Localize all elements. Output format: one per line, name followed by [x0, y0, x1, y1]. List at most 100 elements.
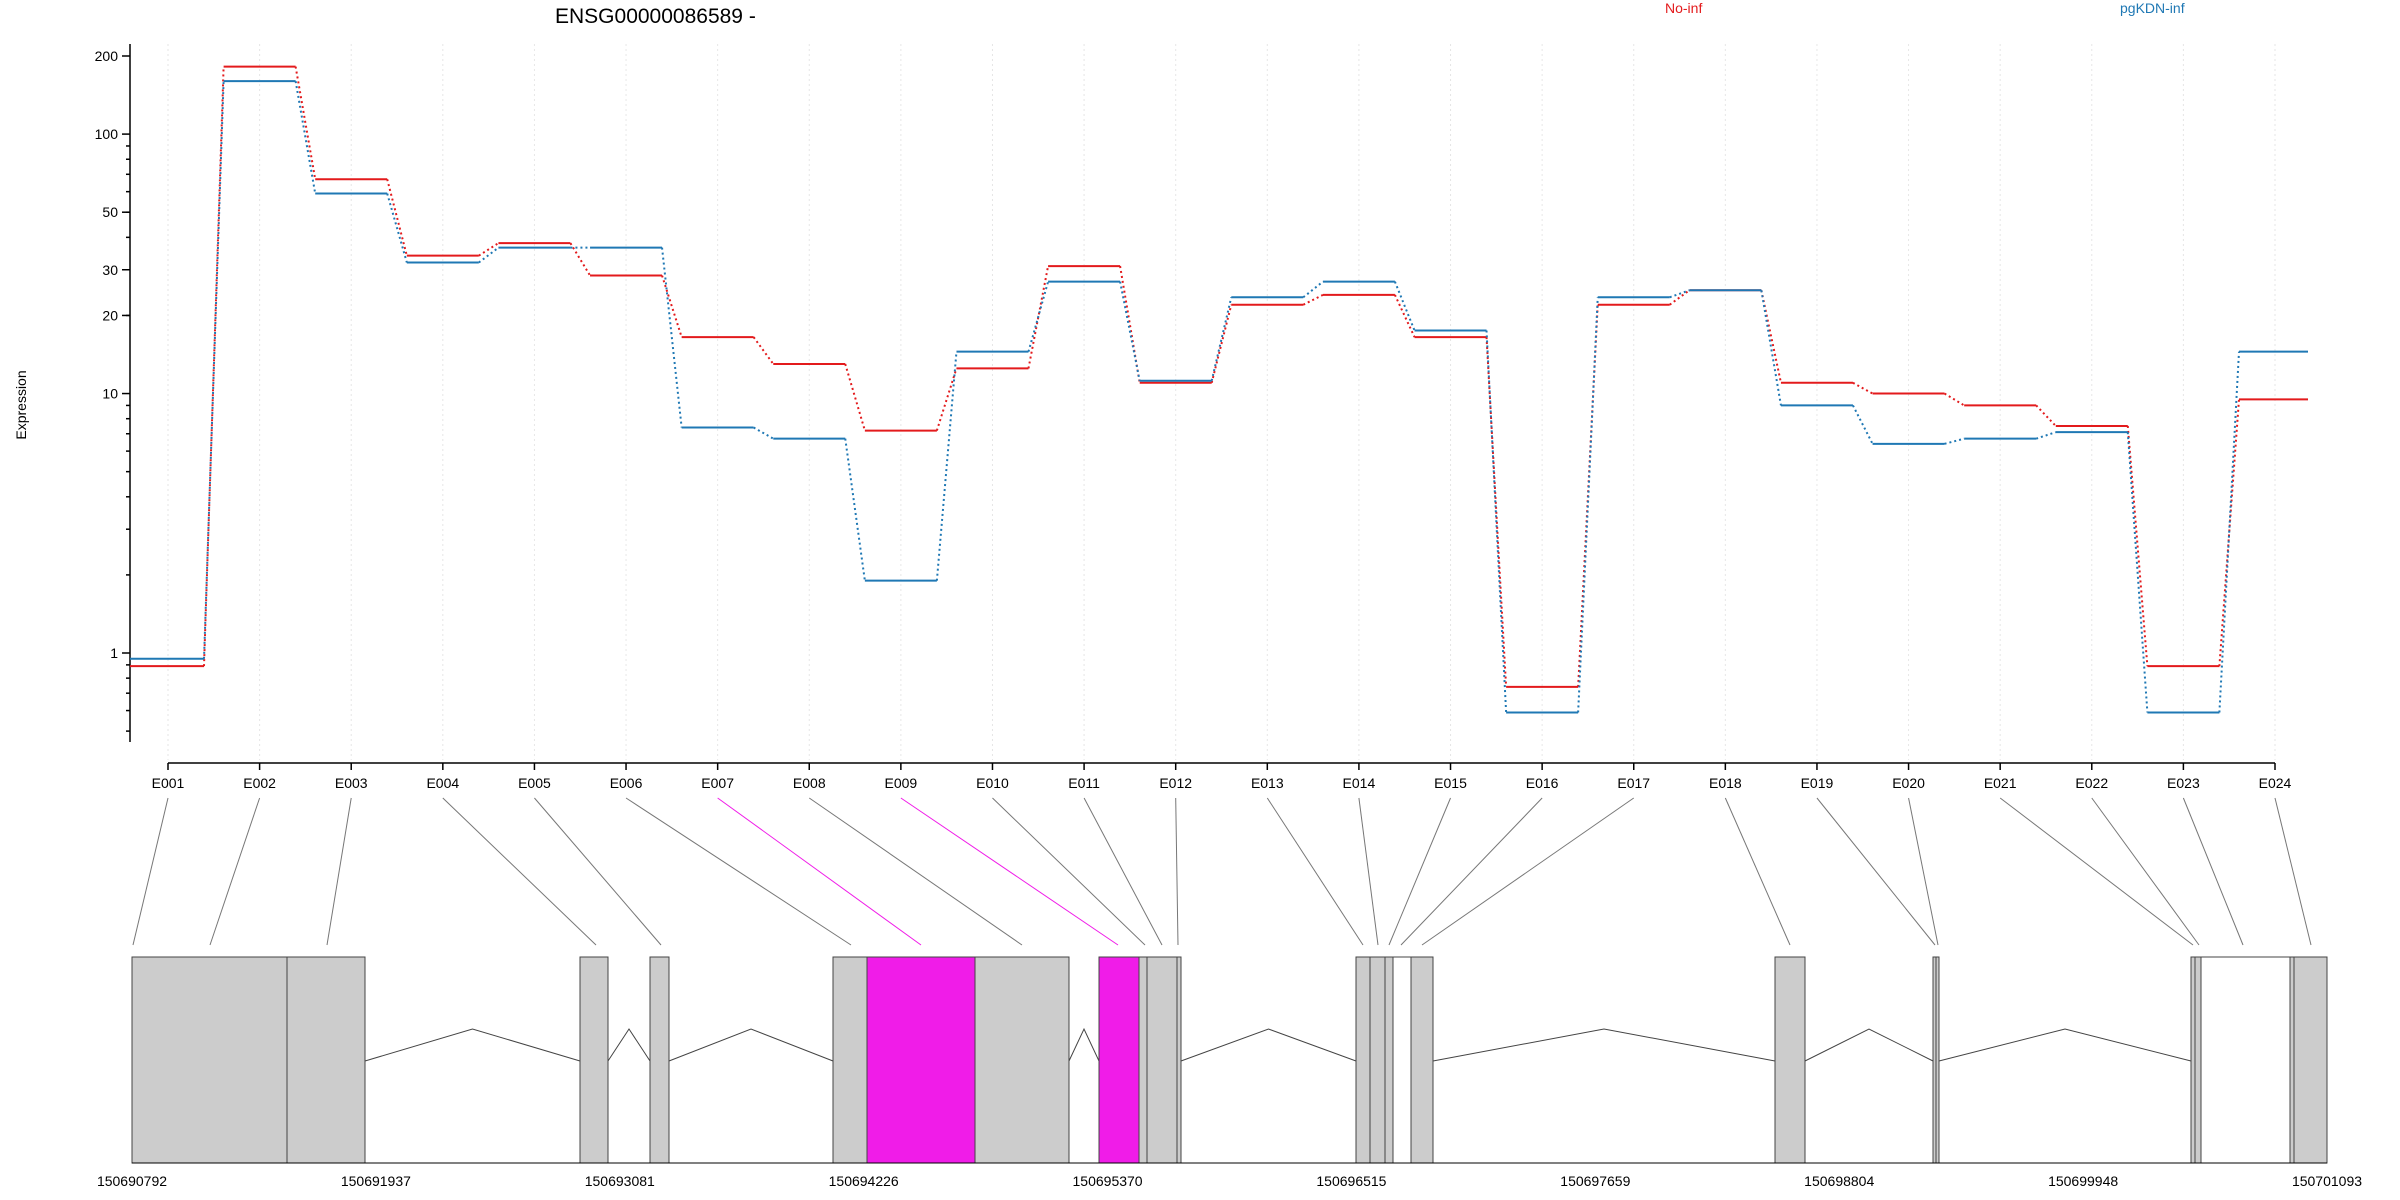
series-pgkdn-inf: [130, 80, 2308, 714]
x-tick-label-e020: E020: [1892, 775, 1925, 791]
series-connector: [1119, 281, 1141, 381]
series-connector: [753, 426, 774, 440]
exon-box: [286, 956, 366, 1164]
coordinate-label: 150696515: [1316, 1173, 1386, 1189]
exon-box: [832, 956, 868, 1164]
x-tick-label-e002: E002: [243, 775, 276, 791]
coordinate-label: 150695370: [1073, 1173, 1143, 1189]
series-connector: [294, 80, 317, 194]
x-tick-label-e022: E022: [2075, 775, 2108, 791]
intron-line: [1432, 1028, 1776, 1062]
x-tick-label-e019: E019: [1801, 775, 1834, 791]
intron-line: [1938, 1028, 2192, 1062]
series-connector: [1485, 330, 1508, 713]
genomic-coordinates: 150690792 150691937 150693081 150694226 1506…: [97, 1173, 2362, 1189]
series-connector: [478, 242, 499, 257]
series-connector: [844, 363, 866, 431]
connector-e023: [2182, 797, 2244, 946]
exon-connectors: [132, 797, 2312, 946]
series-connector: [1944, 392, 1965, 407]
x-tick-label-e015: E015: [1434, 775, 1467, 791]
legend-label-pgkdn-inf: pgKDN-inf: [2120, 0, 2185, 16]
x-tick-label-e024: E024: [2259, 775, 2292, 791]
connector-e019: [1816, 797, 1936, 946]
connector-e010: [992, 797, 1146, 946]
series-no-inf: [130, 65, 2308, 688]
y-axis-label: Expression: [13, 370, 29, 439]
exon-box: [2194, 956, 2202, 1164]
series-connector: [2126, 425, 2149, 667]
connector-e016: [1400, 797, 1543, 946]
series-connector: [2126, 432, 2149, 713]
connector-e015: [1388, 797, 1451, 946]
connector-e005: [534, 797, 662, 946]
gene-model: [131, 956, 2328, 1164]
coordinate-label: 150693081: [585, 1173, 655, 1189]
x-tick-label-e005: E005: [518, 775, 551, 791]
series-connector: [1669, 289, 1690, 299]
exon-box: [1138, 956, 1148, 1164]
x-tick-label-e008: E008: [793, 775, 826, 791]
connector-e004: [442, 797, 597, 946]
connector-e002: [209, 797, 261, 946]
x-tick-label-e001: E001: [152, 775, 185, 791]
series-connector: [752, 336, 775, 365]
exon-box: [1935, 956, 1940, 1164]
y-tick-label: 30: [102, 262, 118, 278]
connector-e009: [900, 797, 1119, 946]
connector-e017: [1421, 797, 1635, 946]
series-connector: [294, 66, 317, 180]
series-connector: [478, 246, 500, 264]
series-connector: [2218, 399, 2240, 667]
coordinate-label: 150690792: [97, 1173, 167, 1189]
x-tick-label-e003: E003: [335, 775, 368, 791]
series-connector: [1393, 281, 1416, 331]
series-lines: [130, 65, 2308, 714]
series-connector: [1210, 297, 1233, 382]
highlighted-exon: [866, 956, 976, 1164]
y-tick-label: 200: [95, 48, 119, 64]
intron-line: [607, 1028, 651, 1062]
coordinate-label: 150701093: [2292, 1173, 2362, 1189]
series-connector: [1669, 289, 1690, 306]
y-tick-label: 1: [110, 645, 118, 661]
intron-line: [1180, 1028, 1357, 1062]
x-tick-label-e018: E018: [1709, 775, 1742, 791]
exon-box: [1146, 956, 1178, 1164]
axes: 1 10 20 30 50 100 200 E001 E002 E003 E004 E005 E006 E…: [95, 44, 2292, 791]
connector-e018: [1724, 797, 1791, 946]
y-tick-label: 10: [102, 386, 118, 402]
connector-e014: [1358, 797, 1379, 946]
intron-line: [1804, 1028, 1934, 1062]
series-connector: [1302, 294, 1324, 306]
x-tick-label-e011: E011: [1068, 775, 1100, 791]
connector-e013: [1266, 797, 1364, 946]
exon-box: [579, 956, 609, 1164]
exon-box: [974, 956, 1070, 1164]
y-tick-label: 50: [102, 204, 118, 220]
series-connector: [844, 438, 866, 581]
series-connector: [1852, 381, 1874, 395]
coordinate-label: 150691937: [341, 1173, 411, 1189]
series-connector: [1577, 297, 1599, 713]
exon-box: [131, 956, 288, 1164]
series-connector: [386, 178, 408, 256]
x-tick-label-e016: E016: [1526, 775, 1559, 791]
exon-box: [2200, 956, 2291, 1164]
series-connector: [1760, 290, 1782, 406]
y-tick-label: 100: [95, 126, 119, 142]
connector-e021: [1999, 797, 2194, 946]
series-connector: [203, 81, 225, 659]
y-tick-label: 20: [102, 307, 118, 323]
series-connector: [935, 368, 958, 431]
series-connector: [1027, 265, 1050, 369]
series-connector: [569, 242, 591, 277]
x-tick-label-e009: E009: [885, 775, 918, 791]
connector-e006: [625, 797, 852, 946]
x-tick-label-e017: E017: [1617, 775, 1650, 791]
exon-box: [1774, 956, 1806, 1164]
series-connector: [1027, 281, 1050, 352]
exon-box: [2289, 956, 2295, 1164]
x-tick-label-e004: E004: [426, 775, 459, 791]
